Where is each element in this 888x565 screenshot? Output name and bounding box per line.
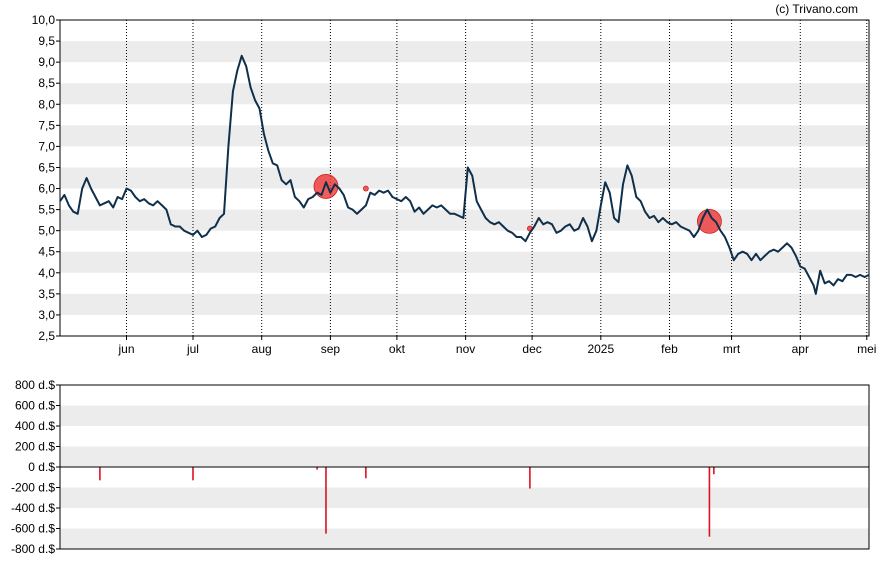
x-tick-label: jul	[186, 342, 199, 356]
y-tick-label: -600 d.$	[11, 522, 55, 536]
y-tick-label: 600 d.$	[15, 399, 55, 413]
y-tick-label: 9,0	[38, 55, 55, 69]
x-tick-label: aug	[252, 342, 272, 356]
grid-band	[60, 251, 869, 273]
plot-frame	[59, 19, 870, 337]
y-tick-label: 3,0	[38, 308, 55, 322]
grid-band	[60, 487, 869, 508]
x-tick-label: okt	[389, 342, 406, 356]
y-tick-label: 9,5	[38, 34, 55, 48]
price-chart: 10,0 9,5 9,0 8,5 8,0 7,5 7,0 6,5 6,0 5,5 5,0 4,5 4,0…	[32, 13, 877, 356]
grid-band	[60, 83, 869, 105]
price-line	[59, 54, 870, 295]
x-tick-label: nov	[456, 342, 475, 356]
y-tick-label: 5,0	[38, 224, 55, 238]
y-tick-label: 8,0	[38, 97, 55, 111]
grid-band	[60, 167, 869, 189]
trade-marker	[362, 185, 369, 192]
y-tick-label: 10,0	[32, 13, 56, 27]
y-tick-label: -400 d.$	[11, 501, 55, 515]
y-tick-label: 7,0	[38, 139, 55, 153]
grid-band	[60, 446, 869, 467]
y-tick-label: 0 d.$	[28, 460, 55, 474]
y-tick-label: 2,5	[38, 329, 55, 343]
grid-band	[60, 293, 869, 315]
grid-band	[60, 528, 869, 549]
grid-band	[60, 125, 869, 147]
x-tick-label: apr	[792, 342, 809, 356]
y-tick-label: 8,5	[38, 76, 55, 90]
y-tick-label: -800 d.$	[11, 542, 55, 556]
grid-band	[60, 405, 869, 426]
grid-band	[60, 41, 869, 63]
x-tick-label: 2025	[587, 342, 614, 356]
x-tick-label: mrt	[723, 342, 741, 356]
x-tick-label: mei	[857, 342, 876, 356]
y-tick-label: 400 d.$	[15, 419, 55, 433]
x-tick-label: sep	[321, 342, 341, 356]
y-tick-label: 4,5	[38, 245, 55, 259]
y-tick-label: 5,5	[38, 203, 55, 217]
y-tick-label: 200 d.$	[15, 440, 55, 454]
y-tick-label: 7,5	[38, 118, 55, 132]
y-tick-label: -200 d.$	[11, 481, 55, 495]
y-tick-label: 4,0	[38, 266, 55, 280]
x-tick-label: jun	[117, 342, 134, 356]
y-tick-label: 3,5	[38, 287, 55, 301]
y-tick-label: 800 d.$	[15, 378, 55, 392]
insider-trades-chart: 800 d.$ 600 d.$ 400 d.$ 200 d.$ 0 d.$ -200 d.…	[11, 378, 870, 556]
x-tick-label: dec	[522, 342, 541, 356]
y-tick-label: 6,5	[38, 160, 55, 174]
grid-band	[60, 209, 869, 231]
credit-text: (c) Trivano.com	[775, 2, 858, 16]
x-tick-label: feb	[661, 342, 678, 356]
y-tick-label: 6,0	[38, 182, 55, 196]
